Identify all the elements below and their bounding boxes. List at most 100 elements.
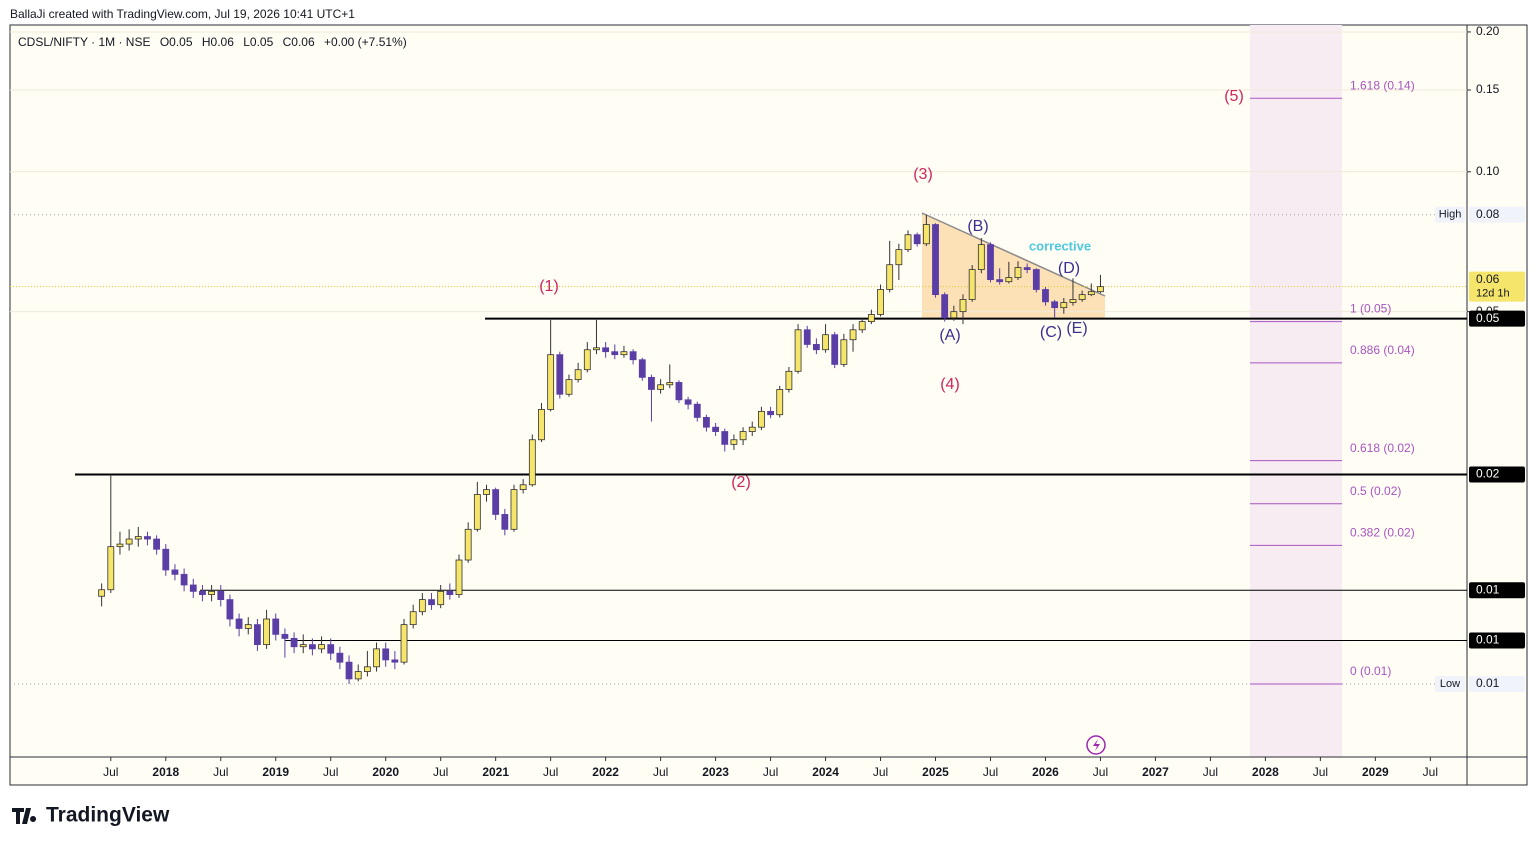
candle-body xyxy=(767,410,774,416)
fib-label: 0 (0.01) xyxy=(1350,664,1391,678)
candle-body xyxy=(290,638,298,648)
candle-body xyxy=(501,514,509,530)
candle-body xyxy=(162,548,170,571)
fib-label: 1 (0.05) xyxy=(1350,302,1391,316)
candle-body xyxy=(675,382,683,401)
x-tick-label: Jul xyxy=(103,765,118,779)
x-tick-label: 2027 xyxy=(1142,765,1169,779)
candle-body xyxy=(932,224,939,296)
candle-body xyxy=(968,269,976,300)
level-label-box xyxy=(1469,310,1525,327)
candle-body xyxy=(400,624,408,663)
x-tick-label: Jul xyxy=(653,765,668,779)
x-tick-label: Jul xyxy=(1203,765,1218,779)
candle-body xyxy=(418,599,426,613)
legend-ohlc: H0.06 xyxy=(202,35,234,49)
level-label-box xyxy=(1469,675,1525,692)
candle-body xyxy=(721,431,729,445)
candle-body xyxy=(565,379,573,395)
level-tag: High xyxy=(1439,209,1462,221)
candle-body xyxy=(464,528,472,561)
x-tick-label: 2024 xyxy=(812,765,839,779)
candle-body xyxy=(574,369,582,381)
candle-body xyxy=(831,334,839,365)
x-tick-label: Jul xyxy=(873,765,888,779)
candle-body xyxy=(803,329,811,345)
wave-label: (3) xyxy=(913,166,933,183)
candle-body xyxy=(1097,286,1104,293)
level-label-box xyxy=(1469,582,1525,599)
candle-body xyxy=(739,431,747,441)
candle-body xyxy=(171,569,179,575)
subwave-label: (A) xyxy=(939,327,960,344)
x-tick-label: Jul xyxy=(543,765,558,779)
candle-body xyxy=(363,666,371,672)
x-tick-label: 2028 xyxy=(1252,765,1279,779)
candle-body xyxy=(107,546,115,591)
candle-body xyxy=(318,644,325,650)
candle-body xyxy=(217,590,225,600)
candle-body xyxy=(281,633,289,639)
fib-label: 0.886 (0.04) xyxy=(1350,343,1415,357)
x-tick-label: 2022 xyxy=(592,765,619,779)
x-tick-label: Jul xyxy=(213,765,228,779)
y-tick-label: 0.15 xyxy=(1476,82,1500,96)
level-label-box xyxy=(1469,206,1525,223)
candle-body xyxy=(510,489,518,530)
candle-body xyxy=(812,344,820,351)
candle-body xyxy=(391,659,399,663)
candle-body xyxy=(98,589,106,597)
x-tick-label: 2018 xyxy=(152,765,179,779)
tv-logo: TradingView xyxy=(12,804,170,827)
attribution: BallaJi created with TradingView.com, Ju… xyxy=(10,7,355,21)
candle-body xyxy=(528,439,536,486)
candle-body xyxy=(538,409,545,441)
fib-zone xyxy=(1250,25,1342,757)
candle-body xyxy=(208,590,215,596)
level-label-box xyxy=(1469,466,1525,483)
candle-body xyxy=(996,279,1004,283)
x-tick-label: Jul xyxy=(983,765,998,779)
candle-body xyxy=(1069,299,1077,303)
candle-body xyxy=(941,294,949,319)
candle-body xyxy=(822,334,829,351)
pattern-label: corrective xyxy=(1029,238,1091,253)
candle-body xyxy=(648,376,655,390)
wave-label: (4) xyxy=(940,376,960,393)
fib-label: 1.618 (0.14) xyxy=(1350,78,1415,92)
candle-body xyxy=(950,311,958,319)
candle-body xyxy=(730,439,738,445)
x-tick-label: 2019 xyxy=(262,765,289,779)
subwave-label: (C) xyxy=(1040,324,1062,341)
x-tick-label: 2026 xyxy=(1032,765,1059,779)
candle-body xyxy=(226,599,234,620)
candle-body xyxy=(382,648,390,661)
level-label: 0.02 xyxy=(1476,467,1500,481)
candle-body xyxy=(409,611,417,626)
level-label: 0.08 xyxy=(1476,207,1500,221)
candle-body xyxy=(144,536,151,540)
candle-body xyxy=(593,347,600,351)
subwave-label: (B) xyxy=(967,218,988,235)
candle-body xyxy=(556,354,564,395)
fib-label: 0.618 (0.02) xyxy=(1350,441,1415,455)
triangle-pattern xyxy=(922,213,1105,319)
candle-body xyxy=(272,618,280,635)
candle-body xyxy=(657,384,665,390)
candle-body xyxy=(712,426,719,432)
candle-body xyxy=(1060,302,1068,309)
candle-body xyxy=(1042,289,1049,303)
candle-body xyxy=(858,321,866,331)
last-price-box xyxy=(1469,271,1525,302)
trend-line xyxy=(921,212,1106,297)
candle-body xyxy=(1005,277,1013,283)
candle-body xyxy=(336,652,344,663)
candle-body xyxy=(977,244,985,270)
x-tick-label: 2021 xyxy=(482,765,509,779)
candle-body xyxy=(455,559,463,596)
candle-body xyxy=(1087,291,1095,296)
level-label: 0.01 xyxy=(1476,676,1500,690)
candle-body xyxy=(308,644,316,650)
candle-body xyxy=(758,410,765,428)
